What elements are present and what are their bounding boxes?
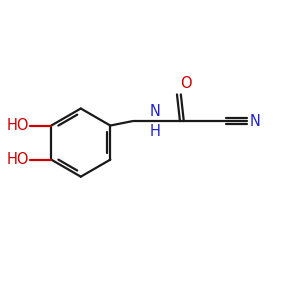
Text: HO: HO: [7, 118, 29, 133]
Text: N: N: [249, 114, 260, 129]
Text: HO: HO: [7, 152, 29, 167]
Text: O: O: [180, 76, 192, 92]
Text: H: H: [149, 124, 160, 139]
Text: N: N: [149, 104, 160, 119]
